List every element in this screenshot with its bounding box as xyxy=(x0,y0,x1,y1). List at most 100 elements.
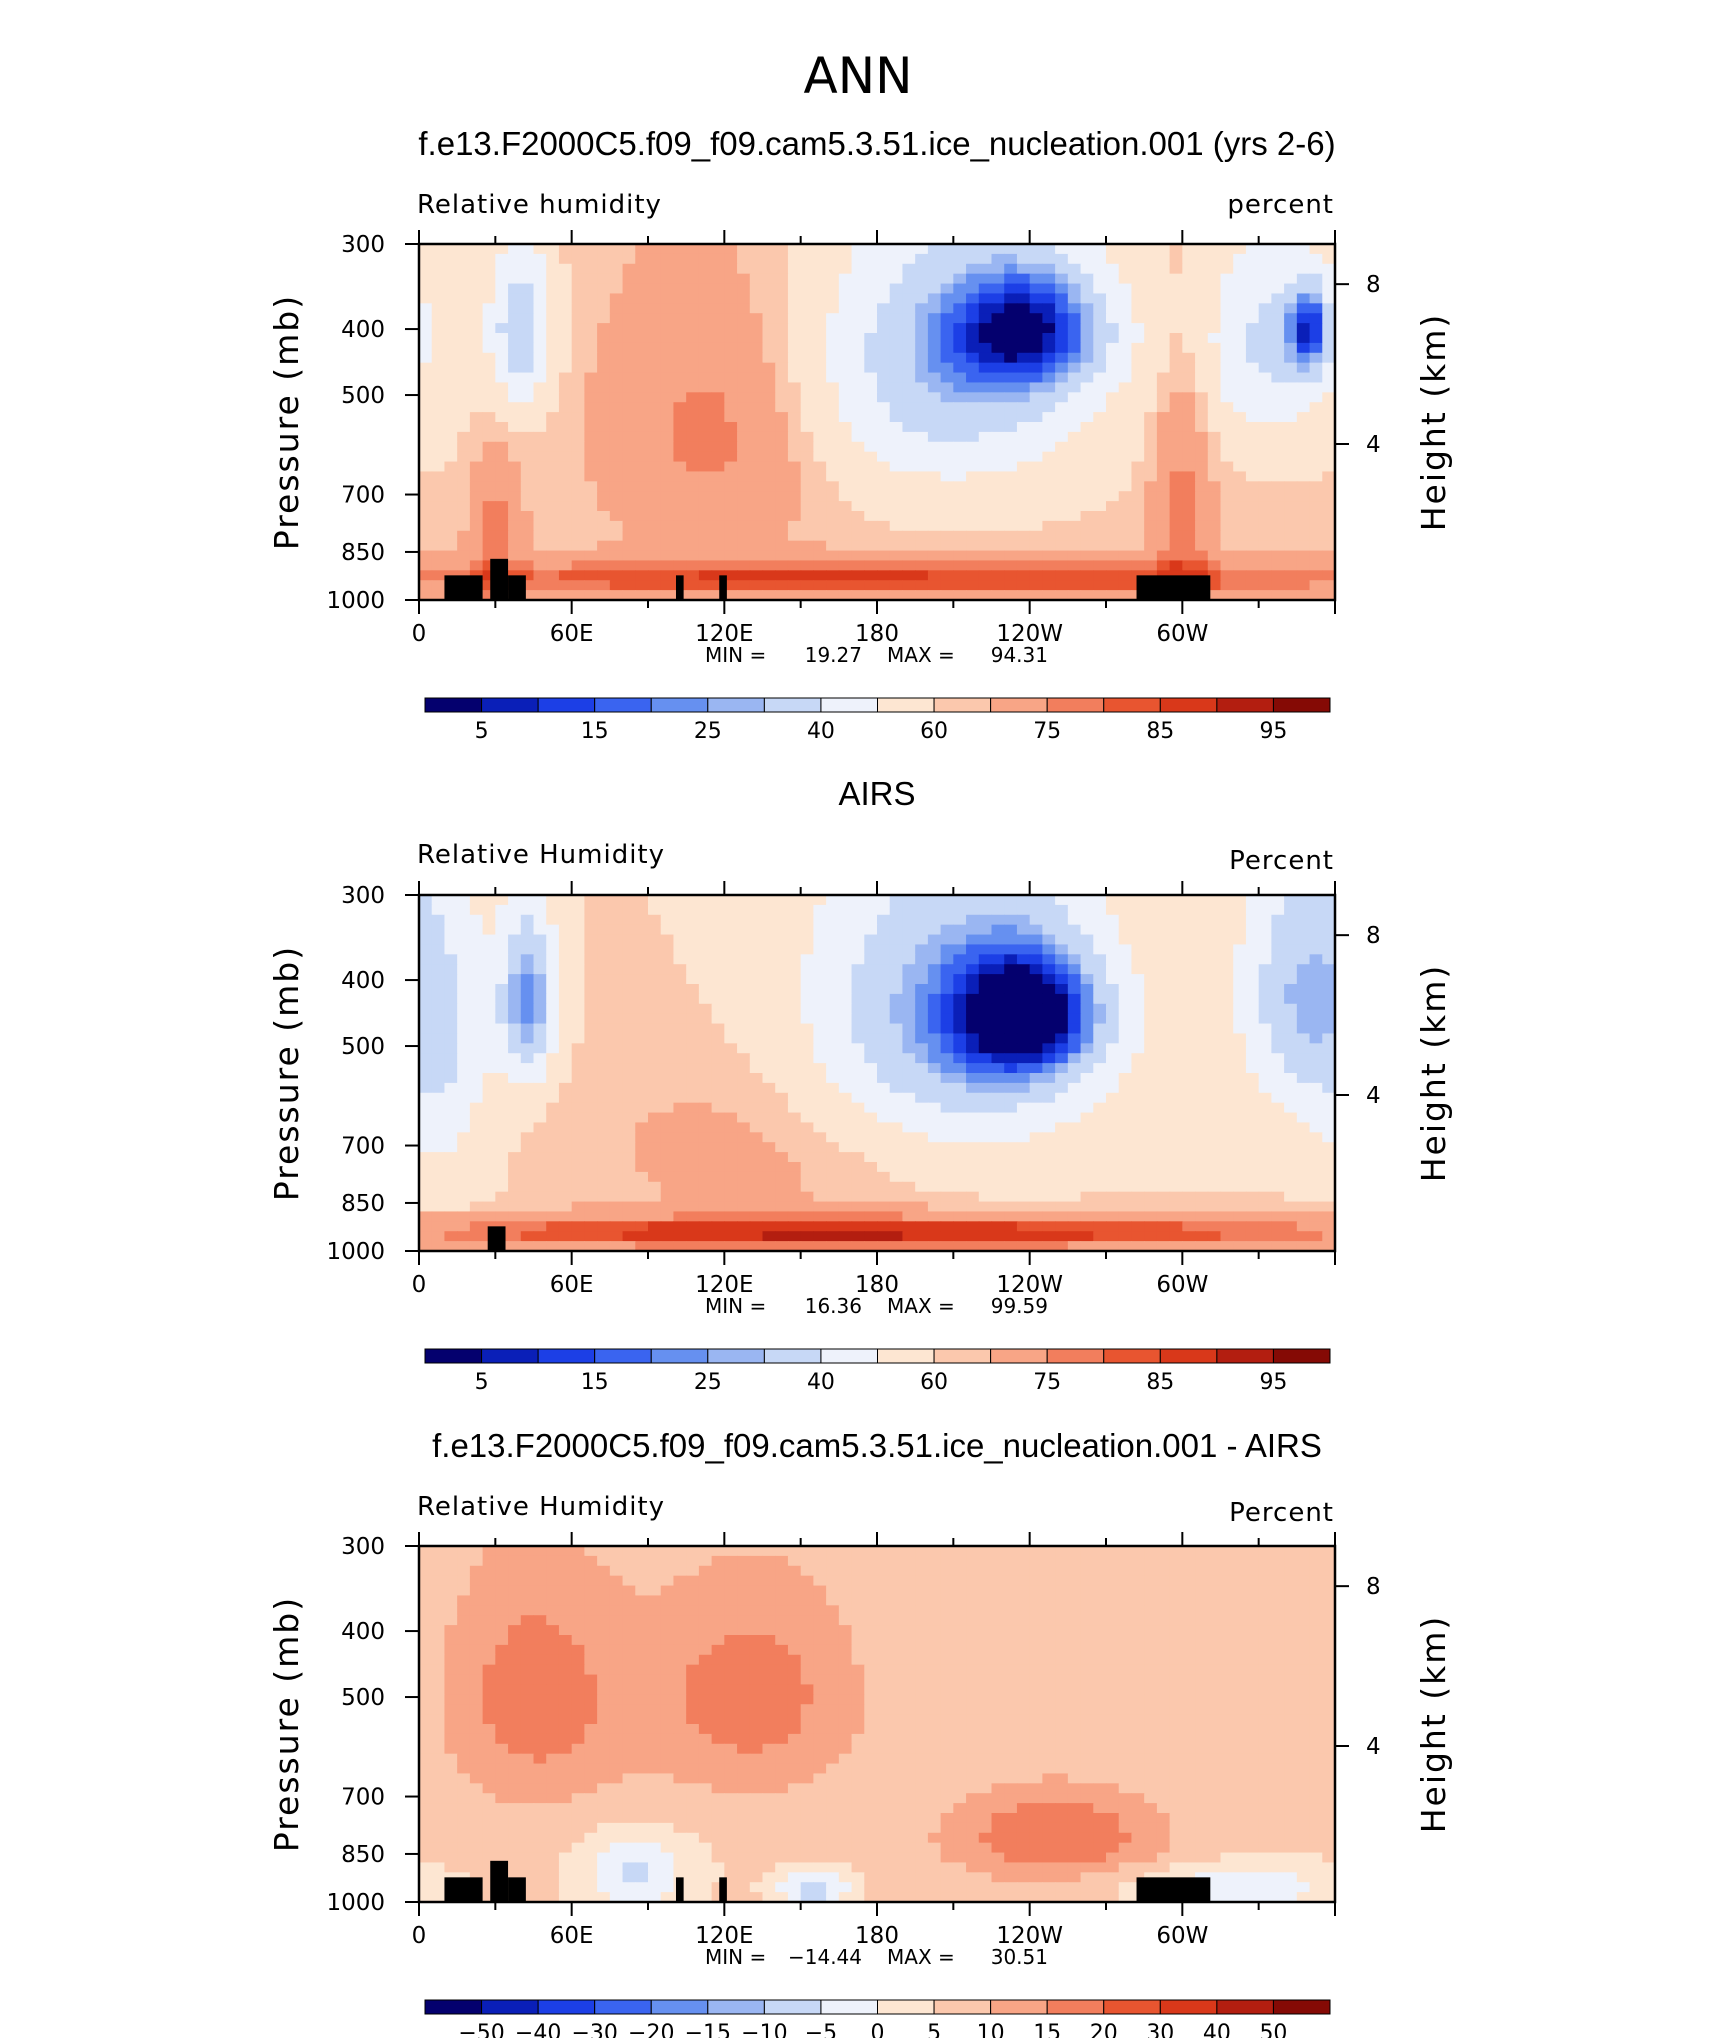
contour-cell xyxy=(686,904,700,916)
contour-cell xyxy=(419,924,433,936)
contour-cell xyxy=(698,392,713,403)
contour-cell xyxy=(991,1102,1005,1114)
contour-cell xyxy=(558,1142,573,1153)
contour-cell xyxy=(877,441,891,453)
contour-cell xyxy=(457,263,471,275)
contour-cell xyxy=(1080,491,1094,502)
contour-cell xyxy=(660,1152,675,1163)
contour-cell xyxy=(826,560,840,571)
contour-cell xyxy=(1055,263,1069,275)
contour-cell xyxy=(660,984,675,995)
contour-cell xyxy=(546,303,560,314)
contour-cell xyxy=(1029,540,1043,552)
contour-cell xyxy=(508,560,522,571)
contour-cell xyxy=(1258,560,1272,571)
contour-cell xyxy=(597,1043,611,1054)
contour-cell xyxy=(711,273,725,285)
contour-cell xyxy=(431,1152,446,1163)
contour-cell xyxy=(571,1142,585,1153)
contour-cell xyxy=(1220,283,1234,295)
contour-cell xyxy=(1029,382,1043,393)
contour-cell xyxy=(953,1181,967,1193)
contour-cell xyxy=(787,984,802,995)
contour-cell xyxy=(457,1043,471,1054)
contour-cell xyxy=(660,253,675,265)
contour-cell xyxy=(495,540,509,552)
contour-cell xyxy=(991,392,1005,403)
contour-cell xyxy=(1029,560,1043,571)
contour-cell xyxy=(609,1102,624,1114)
contour-cell xyxy=(724,471,738,482)
contour-cell xyxy=(508,1181,522,1193)
contour-cell xyxy=(953,313,967,324)
contour-cell xyxy=(1042,520,1056,532)
contour-cell xyxy=(1118,570,1133,581)
colorbar-label: 40 xyxy=(807,719,835,744)
contour-cell xyxy=(737,904,751,916)
contour-cell xyxy=(1296,1112,1311,1124)
colorbar-label: 60 xyxy=(920,719,948,744)
contour-cell xyxy=(1207,501,1222,512)
contour-cell xyxy=(966,904,980,916)
contour-cell xyxy=(1296,293,1311,304)
contour-cell xyxy=(1004,993,1018,1005)
contour-cell xyxy=(584,993,598,1005)
contour-cell xyxy=(1220,431,1234,443)
contour-cell xyxy=(800,530,814,542)
contour-cell xyxy=(953,501,967,512)
contour-cell xyxy=(648,1013,662,1025)
contour-cell xyxy=(520,1053,535,1064)
contour-cell xyxy=(508,1102,522,1114)
contour-cell xyxy=(1080,580,1094,591)
contour-cell xyxy=(1144,461,1158,473)
contour-cell xyxy=(826,412,840,423)
contour-cell xyxy=(635,1082,649,1094)
contour-cell xyxy=(851,451,865,463)
contour-cell xyxy=(737,372,751,384)
contour-cell xyxy=(1080,1142,1094,1153)
contour-cell xyxy=(571,1053,585,1064)
contour-cell xyxy=(1016,550,1031,562)
contour-cell xyxy=(800,1181,814,1193)
contour-cell xyxy=(1271,1162,1285,1173)
contour-cell xyxy=(546,934,560,946)
contour-cell xyxy=(1067,1043,1082,1054)
contour-cell xyxy=(609,283,624,295)
contour-cell xyxy=(877,471,891,482)
contour-cell xyxy=(495,431,509,443)
contour-cell xyxy=(660,342,675,354)
contour-cell xyxy=(787,333,802,344)
contour-cell xyxy=(546,1191,560,1203)
contour-cell xyxy=(1004,1181,1018,1193)
contour-cell xyxy=(966,530,980,542)
contour-cell xyxy=(1131,904,1145,916)
contour-cell xyxy=(966,974,980,985)
contour-cell xyxy=(800,984,814,995)
contour-cell xyxy=(800,511,814,522)
contour-cell xyxy=(571,1112,585,1124)
contour-cell xyxy=(940,352,954,364)
contour-cell xyxy=(1182,333,1196,344)
contour-cell xyxy=(609,1082,624,1094)
contour-cell xyxy=(482,382,496,393)
contour-cell xyxy=(800,392,814,403)
contour-cell xyxy=(558,954,573,965)
contour-cell xyxy=(902,1092,916,1104)
contour-cell xyxy=(1042,303,1056,314)
contour-cell xyxy=(457,1122,471,1133)
contour-cell xyxy=(1284,1003,1298,1015)
contour-cell xyxy=(622,1171,636,1183)
contour-cell xyxy=(584,342,598,354)
contour-cell xyxy=(482,590,496,601)
contour-cell xyxy=(1245,481,1260,492)
contour-cell xyxy=(1016,293,1031,304)
contour-cell xyxy=(1195,964,1209,975)
contour-cell xyxy=(558,303,573,314)
contour-cell xyxy=(826,520,840,532)
contour-cell xyxy=(444,1033,458,1044)
contour-cell xyxy=(762,273,776,285)
contour-cell xyxy=(1195,352,1209,364)
contour-cell xyxy=(851,362,865,374)
contour-cell xyxy=(469,1122,484,1133)
contour-cell xyxy=(558,1003,573,1015)
